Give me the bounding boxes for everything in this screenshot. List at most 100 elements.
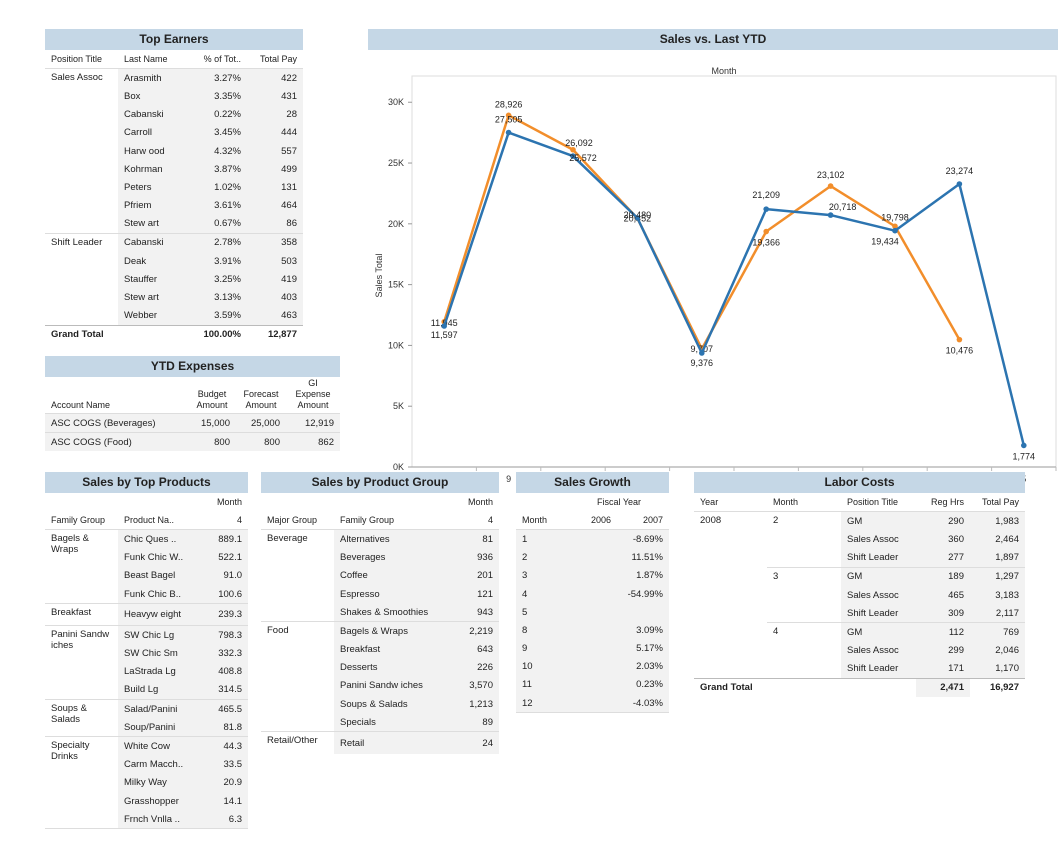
total-pay-cell: 358 (247, 232, 303, 253)
product-name-cell: Build Lg (118, 680, 202, 700)
last-name-cell: Cabanski (118, 232, 183, 253)
table-cell (118, 493, 202, 511)
percent-cell: 3.59% (183, 306, 247, 326)
total-pay-cell: 2,046 (970, 641, 1025, 660)
total-pay-cell: 431 (247, 87, 303, 106)
value-cell: 936 (451, 548, 499, 567)
table-cell (202, 828, 248, 831)
last-name-cell: Stauffer (118, 270, 183, 289)
family-group-cell: Soups & Salads (334, 695, 451, 714)
data-label: 23,274 (946, 166, 974, 176)
table-row: Carroll 3.45% 444 (45, 123, 303, 142)
header-row: Month (45, 493, 248, 511)
total-pay-cell: 1,170 (970, 659, 1025, 679)
sales-growth-table: Fiscal Year Month 2006 2007 1 -8.69% 2 11.51% 3 1… (516, 493, 669, 715)
table-row: Build Lg 314.5 (45, 680, 248, 700)
table-row: Breakfast Heavyw eight 239.3 (45, 603, 248, 626)
product-name-cell: Carm Macch.. (118, 755, 202, 774)
column-header: Last Name (124, 54, 168, 65)
table-row: 3 1.87% (516, 566, 669, 585)
column-header: Fiscal Year (596, 497, 642, 508)
value-cell: 226 (451, 658, 499, 677)
value-cell: 943 (451, 603, 499, 622)
table-row: Specialty Drinks White Cow 44.3 (45, 736, 248, 829)
value-cell (569, 566, 617, 585)
table-cell (118, 828, 202, 831)
data-point (505, 112, 512, 119)
grand-total-row: Grand Total 100.00% 12,877 (45, 324, 303, 344)
header-row: Family Group Product Na.. 4 (45, 511, 248, 530)
table-cell (261, 493, 334, 511)
month-cell: 8 (516, 621, 569, 640)
product-name-cell: Chic Ques .. (118, 529, 202, 549)
table-row: ASC COGS (Food) 800 800 862 (45, 432, 340, 452)
y-tick-label: 25K (388, 158, 404, 168)
product-name-cell: Beast Bagel (118, 566, 202, 585)
reg-hrs-cell: 299 (916, 641, 970, 660)
family-group-cell: Specialty Drinks (45, 736, 118, 829)
data-label: 19,434 (871, 237, 899, 247)
month-cell: 11 (516, 675, 569, 695)
column-header: Month (216, 497, 242, 508)
table-row: Beverage Alternatives 81 (261, 529, 499, 622)
column-header: 4 (236, 515, 242, 526)
y-tick-label: 0K (393, 462, 404, 472)
position-title-cell: Shift Leader (841, 604, 916, 623)
data-point (570, 146, 576, 153)
account-name-cell: ASC COGS (Food) (45, 432, 188, 452)
data-point (1021, 442, 1027, 449)
value-cell: -4.03% (617, 694, 669, 713)
value-cell: -8.69% (617, 529, 669, 549)
position-title-cell: Sales Assoc (841, 530, 916, 549)
top-earners-panel: Top Earners Position Title Last Name % of … (45, 29, 303, 344)
total-pay-cell: 403 (247, 288, 303, 307)
last-name-cell: Deak (118, 252, 183, 271)
table-row: Shift Leader Cabanski 2.78% 358 (45, 232, 303, 326)
top-earners-title: Top Earners (45, 29, 303, 50)
table-row: ASC COGS (Beverages) 15,000 25,000 12,919 (45, 412, 340, 433)
value-cell: 2,219 (451, 621, 499, 641)
table-row: Panini Sandw iches SW Chic Lg 798.3 (45, 625, 248, 700)
reg-hrs-cell: 465 (916, 585, 970, 605)
column-header: Position Title (51, 54, 103, 65)
ytd-expenses-panel: YTD Expenses Account Name Budget Amount Fo… (45, 356, 340, 452)
product-name-cell: Grasshopper (118, 792, 202, 811)
data-label: 20,718 (829, 202, 857, 212)
month-cell: 4 (767, 622, 841, 679)
top-earners-table: Position Title Last Name % of Tot.. Total P… (45, 50, 303, 344)
value-cell: 44.3 (202, 736, 248, 756)
product-name-cell: Milky Way (118, 773, 202, 792)
column-header: Account Name (51, 400, 111, 410)
family-group-cell: Shakes & Smoothies (334, 603, 451, 622)
reg-hrs-cell: 290 (916, 511, 970, 531)
percent-cell: 3.91% (183, 252, 247, 271)
percent-cell: 3.25% (183, 270, 247, 289)
data-point (634, 215, 641, 221)
last-name-cell: Carroll (118, 123, 183, 142)
product-name-cell: Frnch Vnlla .. (118, 810, 202, 829)
table-row (516, 712, 669, 715)
family-group-cell: Panini Sandw iches (334, 676, 451, 696)
data-point (570, 153, 576, 159)
product-group-table: Month Major Group Family Group 4 Beverage Alt… (261, 493, 499, 754)
table-row: Beast Bagel 91.0 (45, 566, 248, 585)
data-point (956, 336, 963, 343)
header-row: Account Name Budget Amount Forecast Amount… (45, 377, 340, 414)
data-label: 19,798 (881, 212, 909, 222)
position-title-cell: Shift Leader (45, 232, 118, 326)
percent-cell: 3.45% (183, 123, 247, 142)
value-cell (569, 675, 617, 695)
family-group-cell: Bagels & Wraps (45, 529, 118, 604)
series-line (443, 131, 1026, 446)
value-cell (569, 548, 617, 567)
position-title-cell: GM (841, 511, 916, 531)
amount-cell: 25,000 (236, 412, 286, 433)
data-label: 26,092 (565, 138, 593, 148)
value-cell: 24 (451, 731, 499, 754)
family-group-cell: Breakfast (45, 603, 118, 626)
labor-costs-title: Labor Costs (694, 472, 1025, 493)
table-row: Bagels & Wraps Chic Ques .. 889.1 (45, 529, 248, 604)
column-header: Month (467, 497, 493, 508)
value-cell: 33.5 (202, 755, 248, 774)
month-cell: 3 (516, 566, 569, 585)
